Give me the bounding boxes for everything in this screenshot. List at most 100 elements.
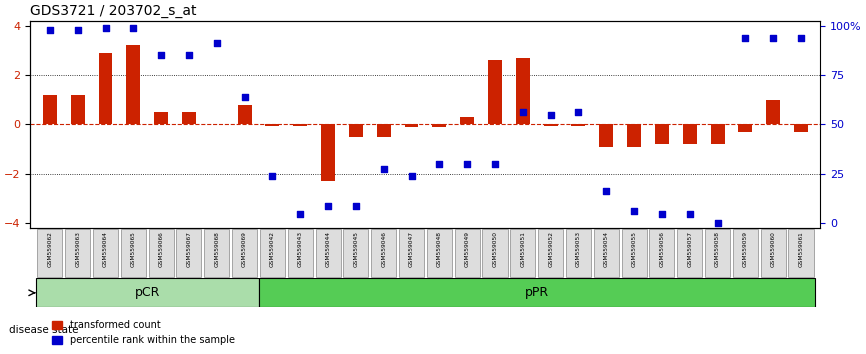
FancyBboxPatch shape [538,229,563,277]
Text: GSM559054: GSM559054 [604,231,609,267]
Point [599,188,613,194]
Point [349,203,363,209]
Text: GSM559055: GSM559055 [631,231,637,267]
Text: GSM559062: GSM559062 [48,231,52,267]
Text: GSM559066: GSM559066 [158,231,164,267]
Text: GSM559069: GSM559069 [242,231,247,267]
FancyBboxPatch shape [622,229,647,277]
Point [294,211,307,216]
FancyBboxPatch shape [372,229,397,277]
FancyBboxPatch shape [260,229,285,277]
Legend: transformed count, percentile rank within the sample: transformed count, percentile rank withi… [48,316,238,349]
Text: GSM559049: GSM559049 [465,231,469,267]
FancyBboxPatch shape [705,229,730,277]
Point [182,52,196,58]
Bar [182,112,196,125]
Text: GSM559057: GSM559057 [688,231,692,267]
Bar [682,125,696,144]
Point [794,35,808,41]
Bar [259,278,815,307]
Point [488,161,502,167]
FancyBboxPatch shape [677,229,702,277]
Bar [544,125,558,126]
Text: GSM559056: GSM559056 [659,231,664,267]
Bar [377,125,391,137]
FancyBboxPatch shape [565,229,591,277]
FancyBboxPatch shape [65,229,90,277]
FancyBboxPatch shape [482,229,507,277]
Bar [460,117,474,125]
Text: GSM559064: GSM559064 [103,231,108,267]
Bar [36,278,259,307]
Bar [294,125,307,126]
FancyBboxPatch shape [315,229,340,277]
FancyBboxPatch shape [204,229,229,277]
Point [126,25,140,31]
FancyBboxPatch shape [510,229,535,277]
FancyBboxPatch shape [288,229,313,277]
Text: GSM559053: GSM559053 [576,231,581,267]
Text: GSM559061: GSM559061 [798,231,804,267]
Text: GSM559058: GSM559058 [715,231,720,267]
Bar [71,95,85,125]
Text: GSM559060: GSM559060 [771,231,776,267]
Bar [321,125,335,181]
FancyBboxPatch shape [232,229,257,277]
Text: disease state: disease state [9,325,78,335]
Text: GSM559051: GSM559051 [520,231,526,267]
FancyBboxPatch shape [149,229,174,277]
Text: GSM559046: GSM559046 [381,231,386,267]
Point [711,221,725,226]
Point [682,211,696,216]
Text: GSM559068: GSM559068 [214,231,219,267]
Text: GSM559065: GSM559065 [131,231,136,267]
FancyBboxPatch shape [427,229,452,277]
Point [432,161,446,167]
FancyBboxPatch shape [650,229,675,277]
FancyBboxPatch shape [177,229,202,277]
Text: GSM559063: GSM559063 [75,231,81,267]
Point [627,208,641,214]
Text: GSM559044: GSM559044 [326,231,331,267]
Point [516,109,530,115]
Bar [627,125,641,147]
Text: GSM559067: GSM559067 [186,231,191,267]
FancyBboxPatch shape [455,229,480,277]
Point [544,112,558,118]
Point [766,35,780,41]
Bar [99,53,113,125]
FancyBboxPatch shape [93,229,118,277]
Text: pCR: pCR [134,286,160,299]
Point [154,52,168,58]
Point [404,173,418,179]
Bar [655,125,669,144]
Point [99,25,113,31]
Bar [404,125,418,127]
Text: GSM559047: GSM559047 [409,231,414,267]
Point [237,95,251,100]
FancyBboxPatch shape [37,229,62,277]
Bar [711,125,725,144]
Bar [237,105,251,125]
FancyBboxPatch shape [788,229,813,277]
FancyBboxPatch shape [594,229,619,277]
Bar [488,60,502,125]
Text: GSM559048: GSM559048 [436,231,442,267]
Point [739,35,753,41]
Point [266,173,280,179]
FancyBboxPatch shape [120,229,145,277]
Point [460,161,474,167]
Bar [266,125,280,126]
Text: GSM559050: GSM559050 [493,231,497,267]
Bar [739,125,753,132]
Bar [349,125,363,137]
Text: GDS3721 / 203702_s_at: GDS3721 / 203702_s_at [30,4,197,18]
Bar [766,100,780,125]
Point [71,28,85,33]
FancyBboxPatch shape [343,229,368,277]
FancyBboxPatch shape [760,229,785,277]
Point [43,28,57,33]
Text: GSM559045: GSM559045 [353,231,359,267]
Bar [572,125,585,126]
Text: pPR: pPR [525,286,549,299]
